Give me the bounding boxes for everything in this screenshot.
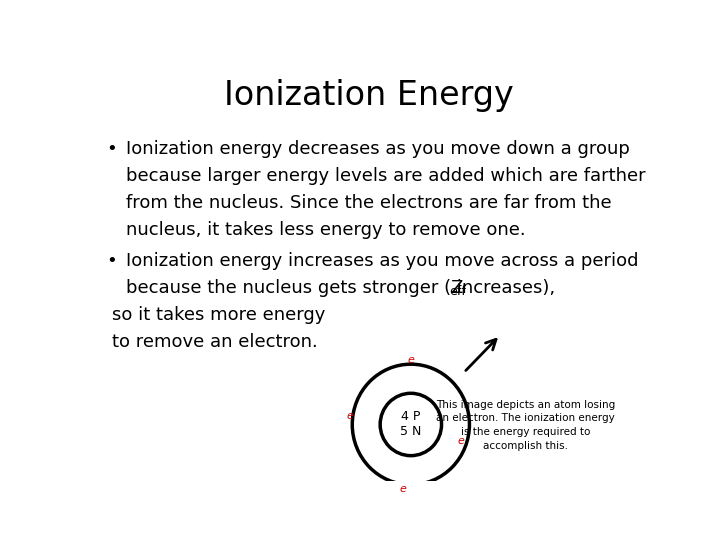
Text: is the energy required to: is the energy required to: [461, 427, 590, 437]
Text: increases),: increases),: [451, 279, 555, 297]
Text: because larger energy levels are added which are farther: because larger energy levels are added w…: [126, 167, 646, 185]
Text: e: e: [346, 411, 353, 421]
Text: e: e: [458, 436, 464, 446]
Text: eff: eff: [449, 285, 466, 298]
Text: Ionization Energy: Ionization Energy: [224, 79, 514, 112]
Text: because the nucleus gets stronger (Z: because the nucleus gets stronger (Z: [126, 279, 464, 297]
Text: Ionization energy decreases as you move down a group: Ionization energy decreases as you move …: [126, 140, 630, 158]
Text: an electron. The ionization energy: an electron. The ionization energy: [436, 414, 615, 423]
Text: 4 P
5 N: 4 P 5 N: [400, 410, 421, 438]
Text: so it takes more energy: so it takes more energy: [112, 306, 325, 324]
Text: Ionization energy increases as you move across a period: Ionization energy increases as you move …: [126, 252, 639, 270]
Text: This image depicts an atom losing: This image depicts an atom losing: [436, 400, 615, 410]
Text: accomplish this.: accomplish this.: [482, 441, 568, 451]
Text: from the nucleus. Since the electrons are far from the: from the nucleus. Since the electrons ar…: [126, 194, 612, 212]
Text: to remove an electron.: to remove an electron.: [112, 333, 318, 351]
Text: e: e: [408, 355, 414, 365]
Text: •: •: [107, 140, 117, 158]
Text: nucleus, it takes less energy to remove one.: nucleus, it takes less energy to remove …: [126, 221, 526, 239]
Text: e: e: [399, 484, 406, 494]
Text: •: •: [107, 252, 117, 270]
